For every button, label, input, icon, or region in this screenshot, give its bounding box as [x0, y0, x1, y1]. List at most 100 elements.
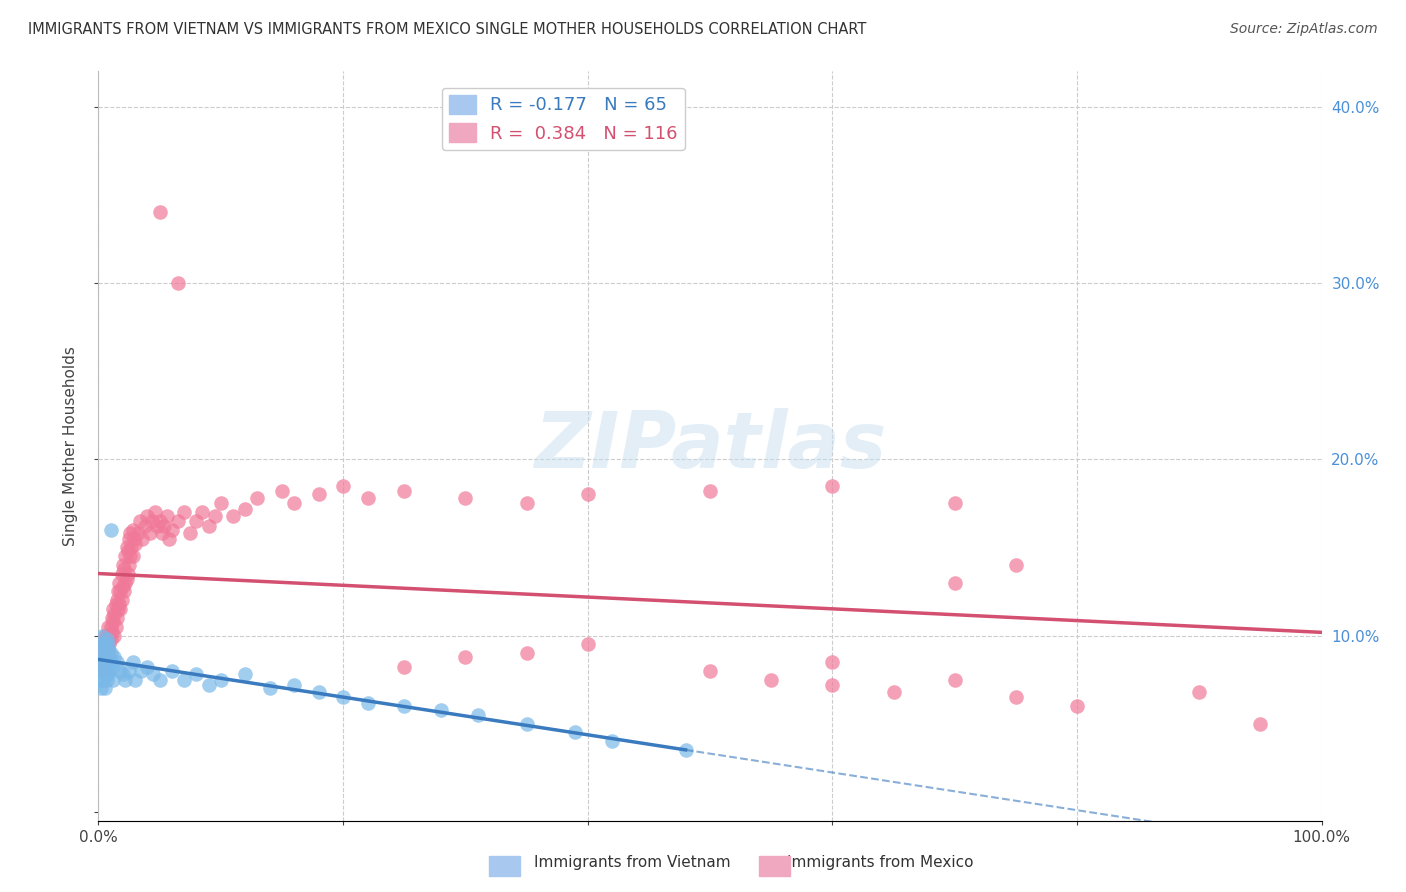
Point — [91, 637, 114, 651]
Point — [115, 541, 138, 555]
Point — [467, 707, 489, 722]
Point — [110, 602, 132, 616]
Point — [96, 646, 118, 660]
Point — [89, 660, 111, 674]
Point — [761, 673, 783, 687]
Text: Immigrants from Vietnam: Immigrants from Vietnam — [534, 855, 731, 870]
Point — [91, 664, 114, 678]
Point — [121, 655, 143, 669]
Point — [356, 696, 378, 710]
Point — [576, 637, 599, 651]
Point — [103, 607, 125, 622]
Point — [118, 558, 141, 572]
Point — [149, 514, 172, 528]
Point — [91, 673, 114, 687]
Point — [107, 602, 129, 616]
Point — [94, 649, 117, 664]
Point — [107, 584, 129, 599]
Point — [392, 699, 416, 714]
Point — [103, 628, 125, 642]
Point — [122, 532, 145, 546]
Point — [90, 655, 112, 669]
Point — [186, 514, 208, 528]
Point — [111, 667, 134, 681]
Point — [93, 642, 115, 657]
Point — [173, 505, 195, 519]
Point — [90, 646, 112, 660]
Point — [392, 483, 416, 498]
Point — [142, 667, 165, 681]
Point — [186, 667, 208, 681]
Point — [97, 642, 120, 657]
Point — [112, 561, 135, 575]
Point — [209, 673, 232, 687]
Point — [100, 620, 122, 634]
Point — [821, 478, 844, 492]
Point — [121, 523, 143, 537]
Point — [141, 514, 163, 528]
Point — [93, 664, 115, 678]
Point — [91, 649, 114, 664]
Point — [1249, 716, 1271, 731]
Point — [430, 702, 453, 716]
Point — [101, 660, 124, 674]
Point — [96, 646, 118, 660]
Point — [114, 549, 136, 564]
Point — [96, 632, 118, 646]
Point — [233, 667, 256, 681]
Point — [118, 664, 141, 678]
Point — [156, 508, 179, 523]
Point — [270, 483, 294, 498]
Point — [111, 593, 134, 607]
Point — [100, 632, 122, 646]
Point — [392, 660, 416, 674]
Point — [108, 575, 131, 590]
Point — [167, 514, 190, 528]
Point — [90, 655, 112, 669]
Point — [117, 544, 139, 558]
Point — [111, 558, 134, 572]
Point — [101, 615, 124, 629]
Point — [134, 519, 156, 533]
Point — [96, 658, 118, 673]
Point — [127, 526, 149, 541]
Point — [197, 519, 219, 533]
Point — [675, 743, 697, 757]
Point — [883, 685, 905, 699]
Point — [94, 649, 117, 664]
Point — [96, 628, 118, 642]
Point — [136, 508, 159, 523]
Point — [101, 625, 124, 640]
Point — [821, 678, 844, 692]
Point — [104, 597, 127, 611]
Point — [600, 734, 623, 748]
Point — [143, 505, 166, 519]
Point — [120, 526, 142, 541]
Point — [91, 655, 114, 669]
Point — [1004, 558, 1026, 572]
Point — [356, 491, 378, 505]
Point — [100, 655, 122, 669]
Point — [108, 597, 131, 611]
Point — [94, 642, 117, 657]
Point — [101, 602, 124, 616]
Point — [943, 575, 966, 590]
Point — [136, 660, 159, 674]
Point — [93, 642, 115, 657]
Point — [308, 685, 330, 699]
Point — [98, 664, 121, 678]
Point — [91, 637, 114, 651]
Legend: R = -0.177   N = 65, R =  0.384   N = 116: R = -0.177 N = 65, R = 0.384 N = 116 — [441, 88, 685, 150]
Point — [149, 673, 172, 687]
Point — [259, 681, 281, 696]
Point — [93, 655, 115, 669]
Point — [98, 649, 121, 664]
Point — [699, 483, 721, 498]
Point — [179, 526, 201, 541]
Point — [97, 655, 120, 669]
Point — [139, 526, 162, 541]
Point — [104, 620, 127, 634]
Point — [124, 537, 146, 551]
Y-axis label: Single Mother Households: Single Mother Households — [63, 346, 79, 546]
Point — [97, 642, 120, 657]
